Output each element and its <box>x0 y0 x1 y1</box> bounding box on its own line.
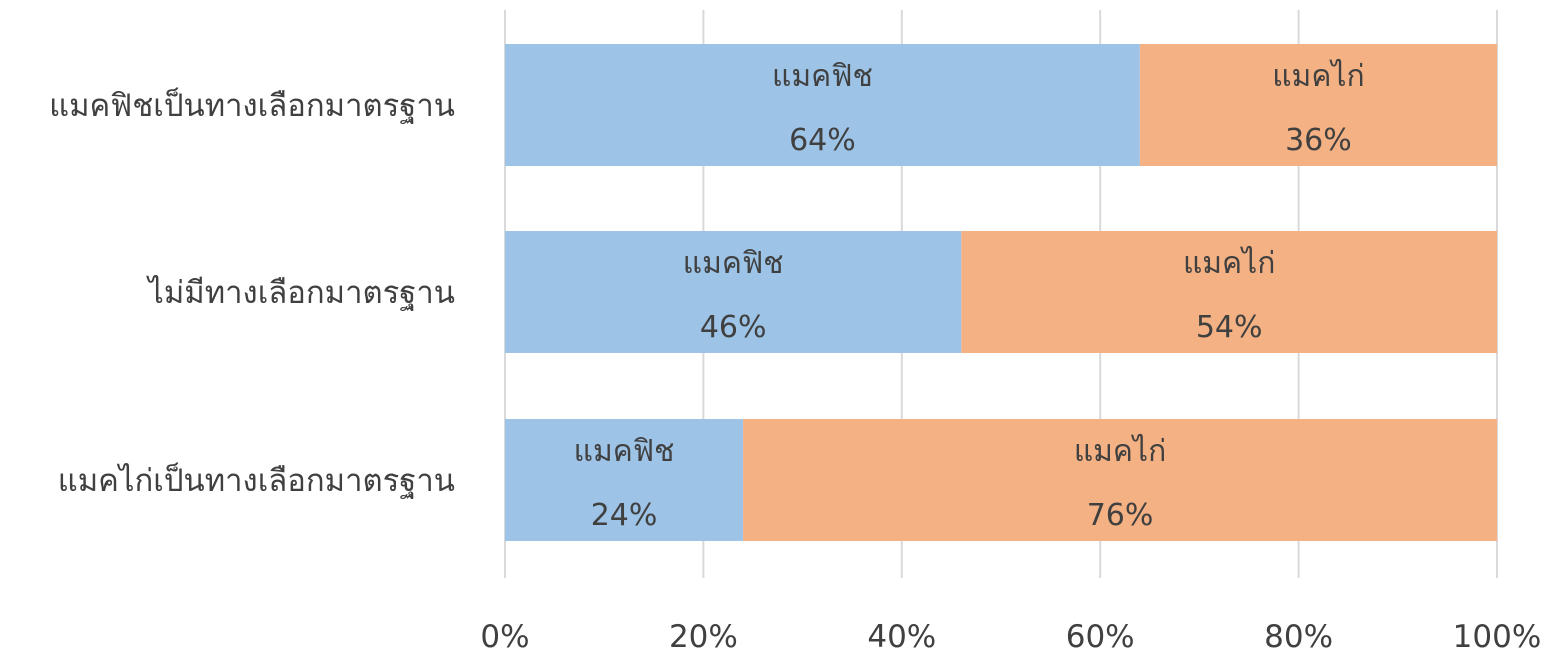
segment-value-label: 54% <box>1196 310 1263 345</box>
bar-segment <box>505 419 744 541</box>
x-tick-label: 80% <box>1264 619 1333 652</box>
x-tick-label: 0% <box>480 619 529 652</box>
segment-series-label: แมคไก่ <box>1183 245 1275 281</box>
bar-segment <box>1139 44 1497 166</box>
segment-value-label: 36% <box>1285 123 1352 158</box>
segment-value-label: 76% <box>1087 498 1154 533</box>
bar-segment <box>961 231 1497 353</box>
category-labels: แมคฟิชเป็นทางเลือกมาตรฐานไม่มีทางเลือกมา… <box>49 87 455 499</box>
bar-segment <box>743 419 1497 541</box>
x-tick-label: 60% <box>1066 619 1135 652</box>
category-label: แมคไก่เป็นทางเลือกมาตรฐาน <box>58 462 455 499</box>
segment-series-label: แมคไก่ <box>1074 433 1166 469</box>
bar-segment <box>505 231 962 353</box>
segment-value-label: 46% <box>700 310 767 345</box>
x-tick-label: 20% <box>669 619 738 652</box>
segment-value-label: 24% <box>591 498 658 533</box>
x-axis-tick-labels: 0% 20% 40% 60% 80% 100% <box>480 619 1541 652</box>
segment-series-label: แมคฟิช <box>574 434 675 469</box>
segment-value-label: 64% <box>789 123 856 158</box>
segment-series-label: แมคไก่ <box>1272 58 1364 94</box>
category-label: แมคฟิชเป็นทางเลือกมาตรฐาน <box>49 87 455 124</box>
x-tick-label: 40% <box>867 619 936 652</box>
bar-segment <box>505 44 1140 166</box>
segment-series-label: แมคฟิช <box>772 59 873 94</box>
x-tick-label: 100% <box>1453 619 1542 652</box>
category-label: ไม่มีทางเลือกมาตรฐาน <box>145 275 455 311</box>
bars: แมคฟิช 64% แมคไก่ 36% แมคฟิช 46% แมคไก่ 54% แมคฟ… <box>505 44 1497 541</box>
segment-series-label: แมคฟิช <box>683 246 784 281</box>
